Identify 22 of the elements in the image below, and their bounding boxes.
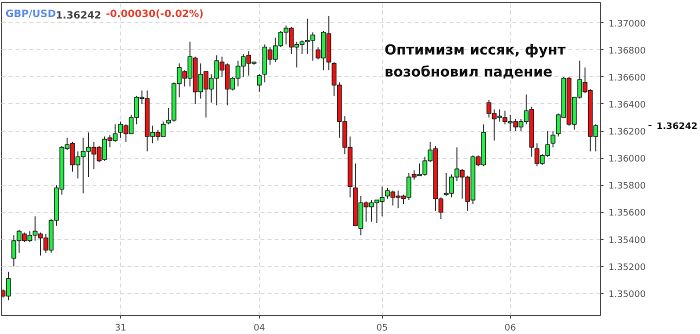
x-tick-label: 04 — [254, 324, 266, 334]
x-tick-label: 31 — [114, 324, 126, 334]
y-tick-label: 1.36000 — [608, 154, 646, 165]
y-tick-label: 1.36400 — [608, 100, 646, 110]
candlestick — [256, 74, 262, 92]
annotation: 1.36242 — [56, 10, 102, 22]
y-tick-label: 1.36600 — [608, 73, 646, 84]
text: GBP/USD — [6, 9, 56, 20]
text: 1.36242 — [656, 122, 698, 132]
y-tick-label: 1.36200 — [608, 128, 646, 138]
x-tick-label: 06 — [504, 324, 516, 334]
x-tick-label: 05 — [376, 324, 388, 334]
annotation: Оптимизм иссяк, фунт возобновил падение — [384, 42, 566, 80]
y-tick-label: 1.35600 — [608, 208, 646, 219]
y-tick-label: 1.35200 — [608, 262, 646, 273]
candlestick — [550, 130, 556, 148]
y-tick-label: 1.37000 — [608, 19, 646, 30]
y-tick-label: 1.36800 — [608, 46, 646, 56]
y-tick-label: 1.35800 — [608, 182, 646, 192]
y-tick-label: 1.35400 — [608, 236, 646, 246]
y-tick-label: 1.35000 — [608, 290, 646, 300]
annotation: -0.00030(-0.02%) — [106, 9, 204, 20]
